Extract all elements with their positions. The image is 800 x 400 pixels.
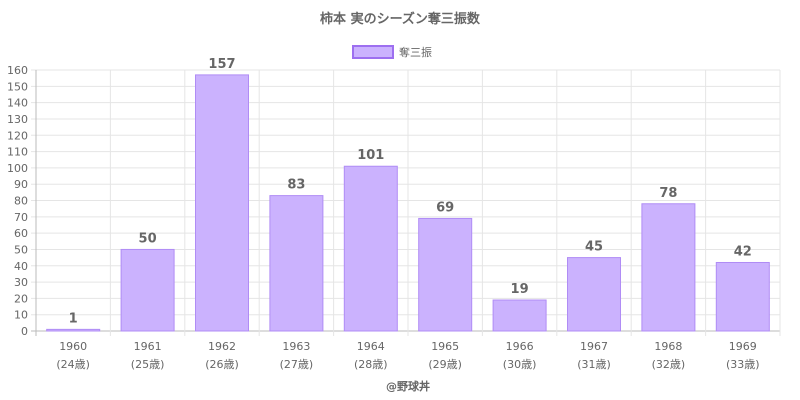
x-tick-label: 1967 [580,340,608,353]
data-label: 45 [585,240,603,255]
y-tick-label: 60 [14,227,28,240]
x-age-label: (32歳) [652,358,686,371]
x-tick-label: 1961 [134,340,162,353]
data-label: 78 [659,186,677,201]
data-label: 69 [436,200,454,215]
y-tick-label: 100 [7,162,28,175]
y-tick-label: 90 [14,178,28,191]
credit-label: @野球丼 [386,379,430,393]
x-axis: 1960 (24歳) 1961 (25歳) 1962 (26歳) 1963 (27歳) 1964… [56,340,759,371]
x-tick-label: 1962 [208,340,236,353]
x-age-label: (25歳) [131,358,165,371]
y-tick-label: 50 [14,243,28,256]
x-tick-label: 1966 [506,340,534,353]
bar-1965[interactable] [418,217,473,332]
data-label: 50 [139,231,157,246]
x-tick-label: 1964 [357,340,385,353]
x-age-label: (31歳) [577,358,611,371]
chart-title: 柿本 実のシーズン奪三振数 [320,11,481,27]
y-tick-label: 0 [21,325,28,338]
bar-1967[interactable] [567,257,621,332]
data-label: 1 [69,311,78,326]
bar-1961[interactable] [120,248,175,332]
x-age-label: (24歳) [56,358,90,371]
y-tick-label: 110 [7,146,28,159]
bar-1960[interactable] [46,328,101,332]
x-age-label: (30歳) [503,358,537,371]
data-label: 157 [208,57,235,72]
x-age-label: (26歳) [205,358,239,371]
x-tick-label: 1968 [654,340,682,353]
y-tick-label: 70 [14,211,28,224]
y-tick-label: 30 [14,276,28,289]
x-tick-label: 1963 [282,340,310,353]
y-tick-label: 40 [14,260,28,273]
legend[interactable]: 奪三振 [352,45,432,59]
y-tick-label: 140 [7,97,28,110]
x-tick-label: 1960 [59,340,87,353]
x-age-label: (33歳) [726,358,760,371]
y-tick-label: 130 [7,113,28,126]
bar-1963[interactable] [269,195,324,332]
data-label: 83 [287,178,305,193]
x-age-label: (29歳) [428,358,462,371]
data-label: 101 [357,148,384,163]
bar-1969[interactable] [715,261,770,332]
data-label: 42 [734,244,752,259]
y-tick-label: 150 [7,80,28,93]
x-age-label: (28歳) [354,358,388,371]
y-tick-label: 160 [7,64,28,77]
bar-1968[interactable] [641,203,696,332]
legend-label: 奪三振 [399,45,432,59]
bar-1962[interactable] [195,74,249,332]
y-tick-label: 20 [14,292,28,305]
data-label: 19 [511,282,529,297]
y-axis: 0 10 20 30 40 50 60 70 80 90 100 110 120 130 140 150 160 [7,64,28,338]
x-tick-label: 1965 [431,340,459,353]
bars: 1 50 157 83 101 69 19 45 78 42 [46,57,770,332]
x-tick-label: 1969 [729,340,757,353]
legend-swatch [352,45,394,59]
y-tick-label: 80 [14,195,28,208]
y-tick-label: 10 [14,309,28,322]
bar-1966[interactable] [492,299,547,332]
y-tick-label: 120 [7,129,28,142]
bar-1964[interactable] [343,165,398,332]
x-age-label: (27歳) [280,358,314,371]
